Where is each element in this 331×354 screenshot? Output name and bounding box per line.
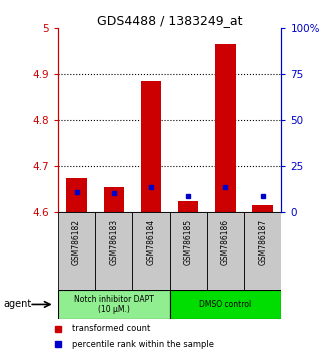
Text: DMSO control: DMSO control — [199, 300, 252, 309]
Text: GSM786187: GSM786187 — [258, 219, 267, 265]
Text: Notch inhibitor DAPT
(10 μM.): Notch inhibitor DAPT (10 μM.) — [74, 295, 154, 314]
Text: agent: agent — [3, 299, 31, 309]
Bar — [207, 212, 244, 290]
Bar — [215, 45, 236, 212]
Bar — [104, 187, 124, 212]
Bar — [58, 212, 95, 290]
Text: transformed count: transformed count — [72, 324, 150, 333]
Text: GSM786185: GSM786185 — [184, 219, 193, 265]
Bar — [253, 205, 273, 212]
Bar — [95, 212, 132, 290]
Text: GSM786184: GSM786184 — [147, 219, 156, 265]
Bar — [178, 201, 199, 212]
Text: GSM786182: GSM786182 — [72, 219, 81, 265]
Title: GDS4488 / 1383249_at: GDS4488 / 1383249_at — [97, 14, 242, 27]
Bar — [169, 212, 207, 290]
Bar — [169, 290, 281, 319]
Bar — [58, 290, 169, 319]
Text: GSM786183: GSM786183 — [109, 219, 118, 265]
Bar — [66, 178, 87, 212]
Text: GSM786186: GSM786186 — [221, 219, 230, 265]
Bar — [244, 212, 281, 290]
Text: percentile rank within the sample: percentile rank within the sample — [72, 339, 214, 349]
Bar — [141, 81, 161, 212]
Bar — [132, 212, 169, 290]
